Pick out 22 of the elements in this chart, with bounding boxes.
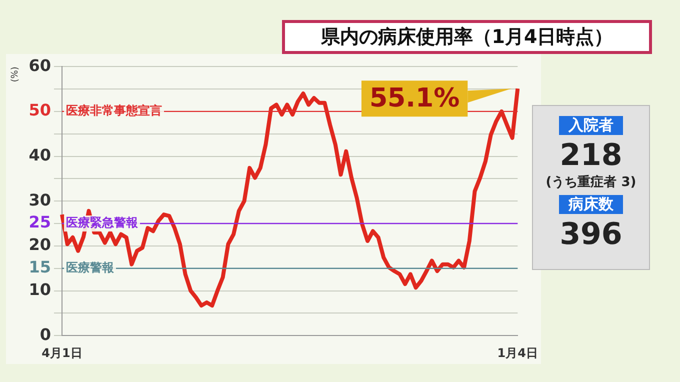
text: 入院者: [559, 116, 623, 135]
y-tick-label: 50: [28, 100, 51, 120]
text: 396: [558, 217, 624, 252]
ref-line-label: 医療緊急警報: [66, 216, 139, 230]
chart-title: 県内の病床使用率（1月4日時点）: [282, 20, 652, 54]
text: 病床数: [559, 195, 623, 214]
y-tick-label: 20: [28, 235, 51, 254]
text: 218: [558, 138, 624, 173]
ref-line-label: 医療警報: [66, 260, 115, 274]
y-tick-label: 40: [28, 145, 51, 164]
annotation: 55.1%: [369, 83, 460, 114]
y-tick-label: 10: [28, 280, 51, 299]
x-tick-label: 4月1日: [42, 346, 82, 360]
y-tick-label: 0: [40, 324, 51, 344]
y-tick-label: 15: [28, 258, 51, 277]
y-tick-label: 30: [28, 190, 51, 210]
y-axis-title: (%): [10, 66, 21, 82]
ref-line-label: 医療非常事態宣言: [66, 104, 162, 118]
x-tick-label: 1月4日: [497, 346, 538, 360]
text: (うち重症者 3): [544, 174, 638, 191]
y-tick-label: 25: [28, 212, 51, 232]
y-tick-label: 60: [28, 56, 51, 75]
